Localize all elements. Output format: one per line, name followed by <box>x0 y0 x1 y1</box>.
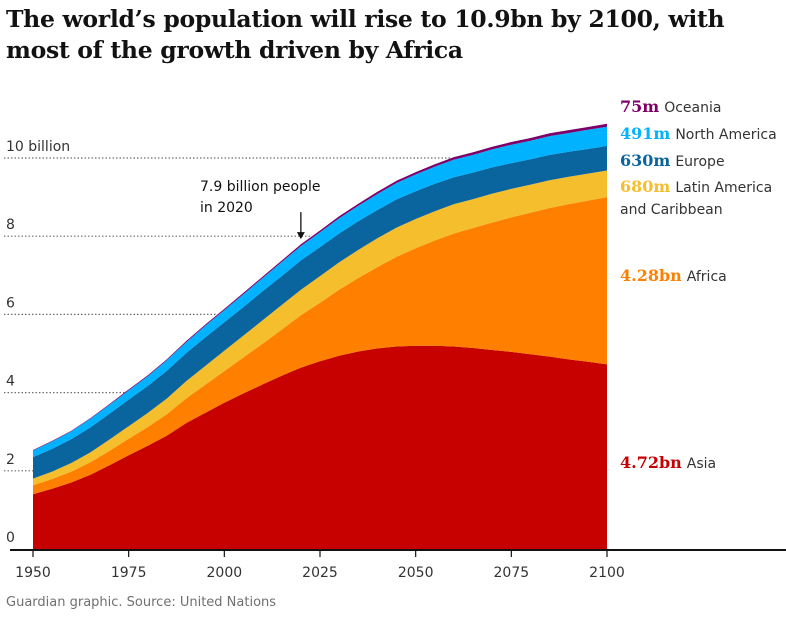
area-europe <box>33 145 607 479</box>
x-tick-label: 2075 <box>494 565 530 581</box>
y-tick-label: 6 <box>6 295 15 311</box>
y-tick-label: 2 <box>6 452 15 468</box>
y-tick-label: 10 billion <box>6 139 70 155</box>
series-name: North America <box>675 127 776 143</box>
area-series <box>33 123 607 549</box>
series-name: Europe <box>675 154 724 170</box>
area-latin-america-and-caribbean <box>33 170 607 486</box>
series-label-africa: 4.28bn Africa <box>620 266 727 285</box>
y-tick-label: 4 <box>6 374 15 390</box>
series-name-cont: and Caribbean <box>620 202 723 218</box>
x-tick-label: 2050 <box>398 565 434 581</box>
series-value: 680m <box>620 177 670 196</box>
x-tick-label: 2025 <box>302 565 338 581</box>
area-asia <box>33 345 607 549</box>
y-tick-labels: 0 2 4 6 8 10 billion <box>6 139 70 546</box>
area-north-america <box>33 126 607 458</box>
x-tick-label: 2000 <box>207 565 243 581</box>
x-tick-label: 1975 <box>111 565 147 581</box>
annotation-line-1: 7.9 billion people <box>200 179 321 195</box>
series-label-north-america: 491m North America <box>620 124 777 143</box>
series-name: Asia <box>687 456 716 472</box>
series-value: 630m <box>620 151 670 170</box>
series-name: Oceania <box>664 100 721 116</box>
annotation-line-2: in 2020 <box>200 200 253 216</box>
series-labels: 75m Oceania 491m North America 630m Europe 680… <box>620 97 777 472</box>
series-value: 4.28bn <box>620 266 682 285</box>
series-value: 491m <box>620 124 670 143</box>
x-tick-label: 1950 <box>15 565 51 581</box>
series-label-europe: 630m Europe <box>620 151 725 170</box>
series-label-oceania: 75m Oceania <box>620 97 721 116</box>
source-footer: Guardian graphic. Source: United Nations <box>6 595 277 610</box>
annotation-arrowhead <box>296 232 305 240</box>
series-name: Latin America <box>675 180 772 196</box>
series-label-asia: 4.72bn Asia <box>620 453 716 472</box>
area-africa <box>33 197 607 495</box>
annotation-2020: 7.9 billion people in 2020 <box>200 179 321 240</box>
y-tick-label: 8 <box>6 217 15 233</box>
x-tick-label: 2100 <box>589 565 625 581</box>
series-value: 75m <box>620 97 659 116</box>
chart-title: The world’s population will rise to 10.9… <box>6 5 725 64</box>
y-tick-label: 0 <box>6 530 15 546</box>
series-name: Africa <box>687 269 727 285</box>
series-value: 4.72bn <box>620 453 682 472</box>
x-axis <box>10 549 786 557</box>
series-label-latin-america-and-caribbean: 680m Latin America <box>620 177 772 196</box>
x-tick-labels: 1950 1975 2000 2025 2050 2075 2100 <box>15 565 625 581</box>
